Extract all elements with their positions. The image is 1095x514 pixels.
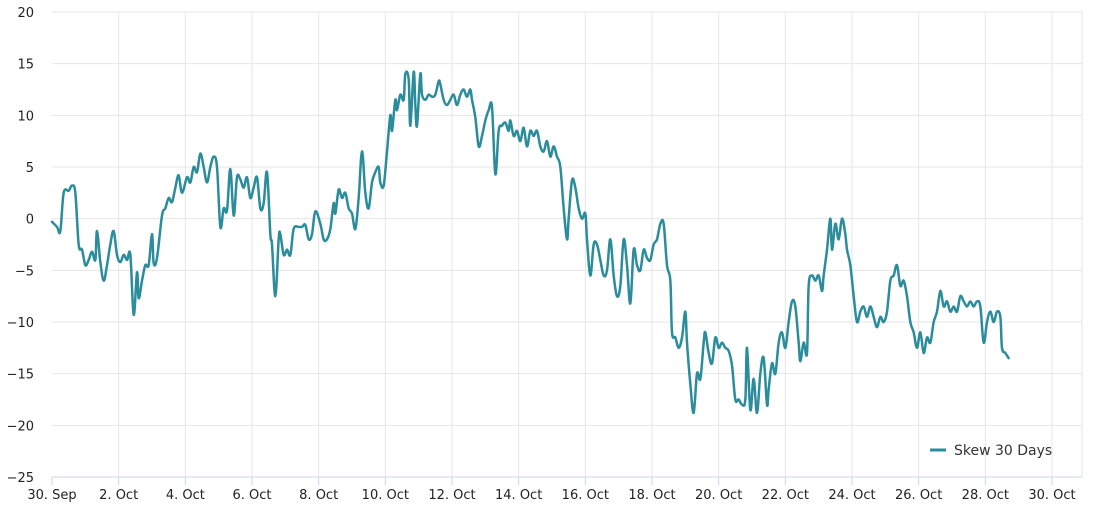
x-tick-label: 6. Oct: [232, 488, 271, 503]
y-tick-label: −10: [7, 316, 34, 331]
x-tick-label: 2. Oct: [99, 488, 138, 503]
y-tick-label: −20: [7, 419, 34, 434]
y-tick-label: 5: [26, 161, 34, 176]
x-tick-label: 8. Oct: [299, 488, 338, 503]
y-tick-label: 15: [17, 58, 34, 73]
x-tick-label: 16. Oct: [562, 488, 609, 503]
x-tick-label: 4. Oct: [166, 488, 205, 503]
x-tick-label: 20. Oct: [695, 488, 742, 503]
x-tick-label: 12. Oct: [428, 488, 475, 503]
x-tick-label: 26. Oct: [895, 488, 942, 503]
y-tick-label: −5: [15, 264, 34, 279]
y-tick-label: 10: [17, 109, 34, 124]
x-tick-label: 28. Oct: [962, 488, 1009, 503]
grid: [52, 11, 1083, 477]
legend-label[interactable]: Skew 30 Days: [954, 443, 1052, 459]
legend[interactable]: Skew 30 Days: [930, 443, 1052, 459]
x-tick-label: 30. Oct: [1028, 488, 1075, 503]
y-tick-label: 20: [17, 6, 34, 21]
y-tick-label: 0: [26, 213, 34, 228]
x-tick-label: 22. Oct: [762, 488, 809, 503]
y-tick-label: −15: [7, 368, 34, 383]
x-tick-label: 10. Oct: [362, 488, 409, 503]
x-tick-label: 24. Oct: [828, 488, 875, 503]
x-tick-label: 18. Oct: [628, 488, 675, 503]
x-tick-label: 14. Oct: [495, 488, 542, 503]
series-line-skew-30-days[interactable]: [50, 70, 1010, 415]
series-layer: [50, 70, 1010, 415]
axes: 20 15 10 5 0 −5 −10 −15 −20 −25 30. Sep 2. Oct 4. Oc…: [7, 6, 1082, 503]
x-tick-label: 30. Sep: [27, 488, 76, 503]
y-tick-label: −25: [7, 471, 34, 486]
